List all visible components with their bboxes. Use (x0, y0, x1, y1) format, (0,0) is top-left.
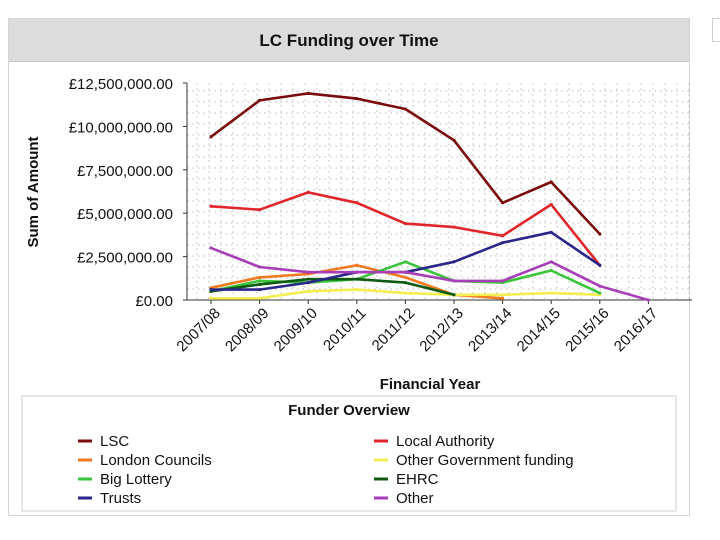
data-point-lsc (501, 201, 505, 205)
chart-title: LC Funding over Time (259, 31, 439, 50)
data-point-lsc (452, 138, 456, 142)
data-point-other-government-funding (501, 293, 505, 297)
data-point-ehrc (258, 282, 262, 286)
data-point-other (598, 284, 602, 288)
data-point-other-government-funding (549, 291, 553, 295)
data-point-big-lottery (549, 268, 553, 273)
data-point-trusts (209, 287, 213, 292)
y-tick-label: £2,500,000.00 (77, 250, 173, 267)
legend-label: LSC (100, 433, 129, 450)
data-point-local-authority (306, 190, 310, 194)
x-tick-label: 2012/13 (416, 305, 466, 355)
data-point-lsc (258, 98, 262, 102)
data-point-other-government-funding (306, 289, 310, 293)
x-tick-label: 2007/08 (173, 305, 223, 355)
data-point-lsc (209, 135, 213, 139)
data-point-london-councils (258, 275, 262, 280)
x-axis-title: Financial Year (380, 376, 481, 393)
data-point-big-lottery (258, 279, 262, 283)
data-point-trusts (549, 230, 553, 234)
data-point-lsc (598, 232, 602, 236)
data-point-other (209, 246, 213, 250)
data-point-other (258, 265, 262, 269)
series-line-other (209, 246, 650, 302)
x-tick-label: 2010/11 (320, 305, 370, 355)
x-tick-label: 2011/12 (369, 305, 419, 355)
data-point-other (452, 279, 456, 283)
data-point-ehrc (306, 277, 310, 281)
series-line-ehrc (209, 277, 456, 297)
data-point-local-authority (258, 208, 262, 212)
data-point-lsc (355, 97, 359, 101)
data-point-trusts (258, 287, 262, 292)
data-point-lsc (549, 180, 553, 184)
x-tick-label: 2013/14 (465, 305, 515, 355)
x-tick-label: 2014/15 (514, 305, 564, 355)
data-point-big-lottery (403, 260, 407, 264)
x-tick-label: 2008/09 (222, 305, 272, 355)
data-point-trusts (452, 260, 456, 264)
data-point-local-authority (549, 202, 553, 207)
data-point-local-authority (501, 234, 505, 238)
data-point-local-authority (403, 222, 407, 226)
data-point-ehrc (355, 277, 359, 281)
y-tick-label: £10,000,000.00 (69, 119, 173, 136)
data-point-trusts (598, 263, 602, 267)
data-point-other (306, 270, 310, 274)
data-point-other-government-funding (258, 296, 262, 300)
data-point-ehrc (452, 293, 456, 297)
legend-label: Other (396, 490, 434, 507)
data-point-other (646, 298, 651, 302)
data-point-other (355, 270, 359, 274)
y-tick-label: £12,500,000.00 (69, 76, 173, 93)
legend-label: Trusts (100, 490, 141, 507)
y-tick-label: £0.00 (135, 293, 173, 310)
legend-label: Big Lottery (100, 471, 172, 488)
legend-label: London Councils (100, 452, 212, 469)
data-point-lsc (403, 107, 407, 111)
data-point-trusts (501, 241, 505, 245)
x-tick-label: 2016/17 (611, 305, 661, 355)
y-tick-label: £7,500,000.00 (77, 163, 173, 180)
y-axis-title: Sum of Amount (25, 136, 42, 247)
x-tick-label: 2015/16 (562, 305, 612, 355)
data-point-london-councils (355, 263, 359, 267)
data-point-london-councils (501, 296, 505, 300)
data-point-trusts (306, 281, 310, 285)
y-tick-label: £5,000,000.00 (77, 206, 173, 223)
data-point-lsc (306, 91, 310, 96)
data-point-london-councils (403, 275, 407, 280)
legend-box (21, 395, 677, 512)
data-point-big-lottery (598, 291, 602, 295)
legend-label: EHRC (396, 471, 439, 488)
legend-title: Funder Overview (288, 402, 410, 419)
x-tick-label: 2009/10 (271, 305, 321, 355)
data-point-local-authority (355, 201, 359, 205)
data-point-local-authority (209, 204, 213, 208)
data-point-ehrc (403, 281, 407, 285)
partial-panel-edge (712, 18, 720, 42)
legend-label: Local Authority (396, 433, 495, 450)
data-point-local-authority (452, 225, 456, 229)
data-point-other-government-funding (403, 291, 407, 295)
data-point-other-government-funding (355, 287, 359, 292)
chart-title-bar: LC Funding over Time (9, 19, 689, 62)
legend-label: Other Government funding (396, 452, 574, 469)
data-point-other (549, 260, 553, 264)
data-point-other (501, 279, 505, 283)
data-point-other-government-funding (209, 296, 213, 300)
series-line-lsc (209, 92, 602, 236)
data-point-other (403, 270, 407, 274)
